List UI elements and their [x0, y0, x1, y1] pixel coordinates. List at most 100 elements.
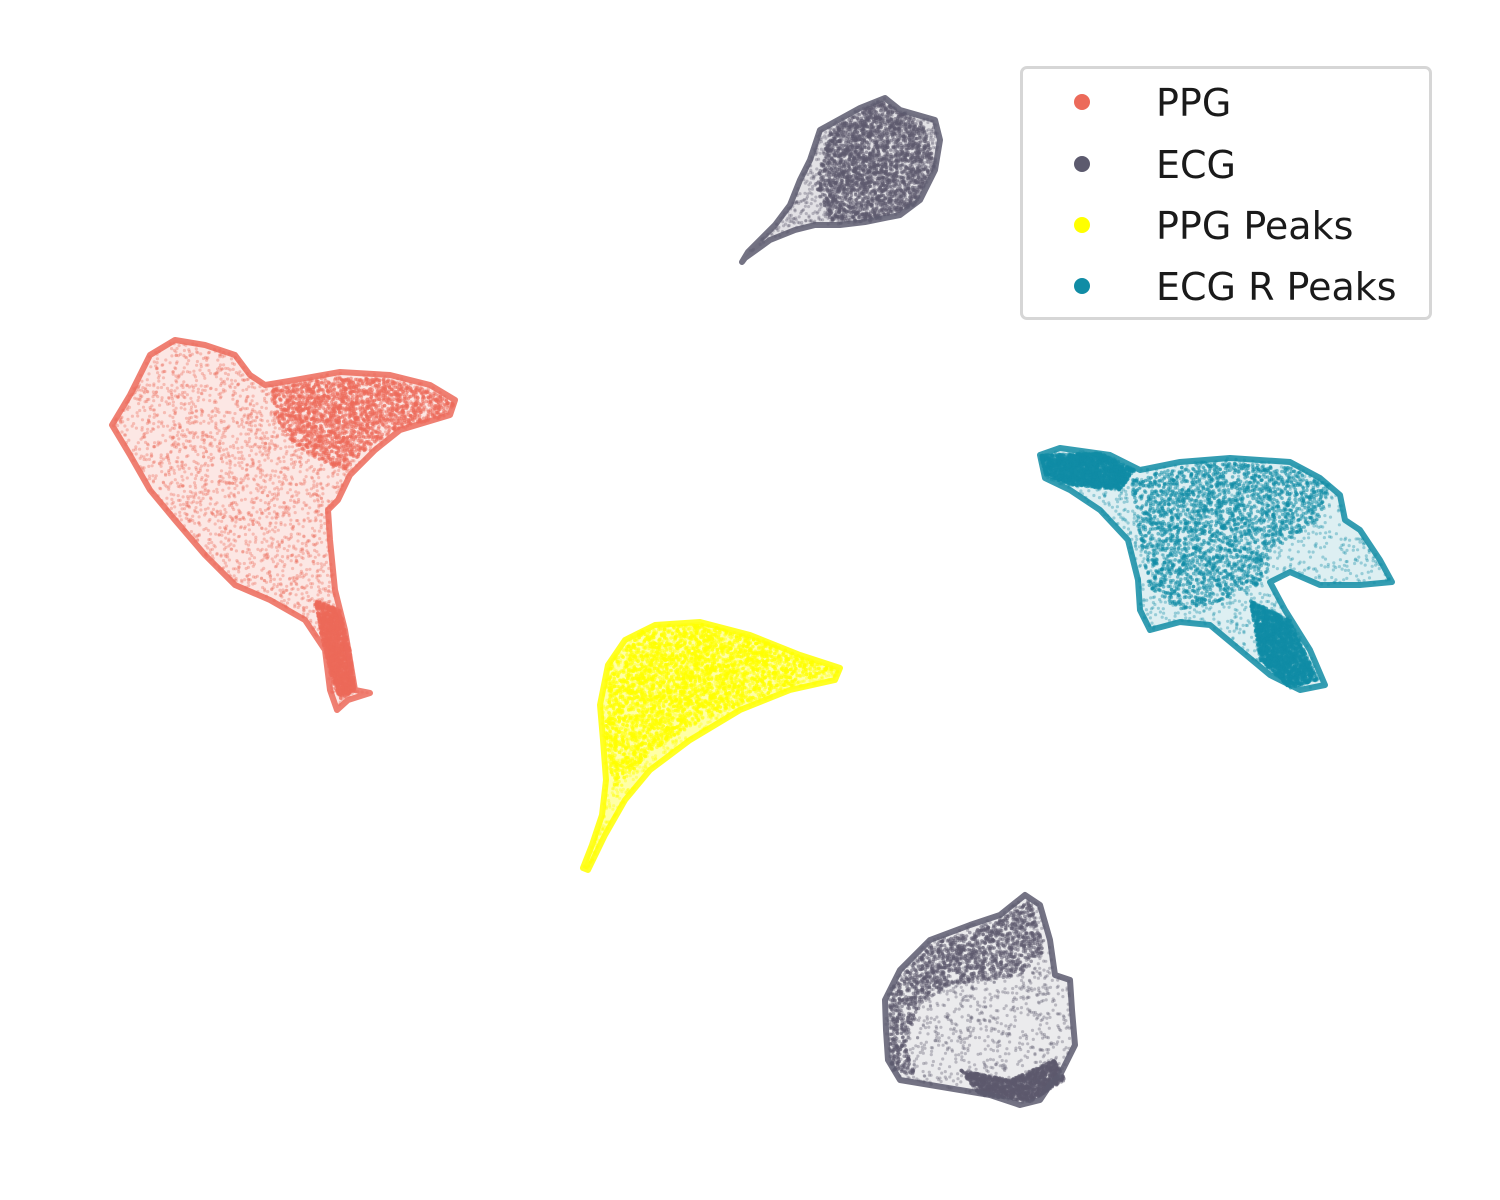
ppg-point: [171, 466, 174, 469]
ppg-point: [219, 384, 222, 387]
ppg-point: [310, 428, 314, 432]
ppg-point: [307, 512, 310, 515]
ppg-point: [216, 491, 219, 494]
ppg-point: [289, 592, 292, 595]
ppg-point: [268, 423, 271, 426]
ppg-point: [282, 394, 286, 398]
ppg-point: [182, 386, 185, 389]
ppg-point: [268, 512, 271, 515]
ppg-point: [178, 344, 181, 347]
ppg-point: [358, 384, 362, 388]
ppg-point: [282, 456, 285, 459]
ppg-point: [280, 404, 284, 408]
ppg-point: [223, 420, 226, 423]
ppg-point: [249, 491, 252, 494]
ppg-point: [243, 562, 246, 565]
ppg-point: [329, 458, 333, 462]
ppg-point: [234, 464, 237, 467]
ppg-point: [175, 347, 178, 350]
ppg-point: [178, 511, 181, 514]
ppg-point: [343, 417, 347, 421]
ppg-point: [151, 474, 154, 477]
ppg-point: [340, 401, 344, 405]
ppg-point: [225, 411, 228, 414]
ppg-point: [344, 451, 348, 455]
ppg-point: [266, 420, 269, 423]
ppg-point: [303, 518, 306, 521]
ppg-point: [214, 414, 217, 417]
ppg-point: [255, 416, 258, 419]
ppg-point: [288, 577, 291, 580]
ppg-point: [295, 593, 298, 596]
ppg-point: [297, 418, 301, 422]
ppg-point: [292, 525, 295, 528]
ppg-point: [198, 523, 201, 526]
ppg-point: [133, 397, 136, 400]
ppg-point: [317, 579, 320, 582]
ppg-point: [375, 436, 379, 440]
ppg-point: [292, 587, 295, 590]
ppg-point: [229, 445, 232, 448]
ppg-point: [328, 445, 332, 449]
ppg-point: [193, 522, 196, 525]
ppg-point: [172, 501, 175, 504]
ppg-point: [291, 432, 295, 436]
ppg-point: [255, 453, 258, 456]
ppg-point: [231, 454, 234, 457]
ppg-point: [278, 427, 281, 430]
ppg-point: [160, 399, 163, 402]
ppg-point: [319, 412, 323, 416]
ppg-point: [306, 400, 310, 404]
ppg-point: [291, 567, 294, 570]
ppg-point: [300, 556, 303, 559]
ppg-point: [172, 373, 175, 376]
ppg-point: [427, 413, 431, 417]
ppg-point: [370, 435, 374, 439]
ppg-point: [184, 402, 187, 405]
ppg-point: [150, 455, 153, 458]
ppg-point: [369, 387, 373, 391]
ppg-point: [270, 587, 273, 590]
ppg-point: [178, 422, 181, 425]
ppg-point: [283, 439, 286, 442]
ppg-point: [218, 366, 221, 369]
ppg-point: [187, 520, 190, 523]
ppg-point: [275, 388, 279, 392]
ppg-point: [333, 409, 337, 413]
ppg-point: [203, 489, 206, 492]
ppg-point: [323, 532, 326, 535]
ppg-point: [221, 489, 224, 492]
ppg-point: [212, 490, 215, 493]
ppg-point: [408, 386, 412, 390]
ppg-point: [311, 582, 314, 585]
ppg-point: [320, 497, 323, 500]
ppg-point: [124, 434, 127, 437]
ppg-point: [383, 404, 387, 408]
ppg-point: [305, 591, 308, 594]
ppg-point: [293, 415, 297, 419]
ppg-point: [338, 462, 342, 466]
ppg-point: [307, 578, 310, 581]
ppg-point: [289, 424, 293, 428]
ppg-point: [248, 540, 251, 543]
ppg-point: [326, 394, 330, 398]
ppg-point: [160, 453, 163, 456]
ppg-point: [241, 378, 244, 381]
ppg-point: [160, 465, 163, 468]
ppg-point: [287, 512, 290, 515]
ppg-point: [194, 506, 197, 509]
ppg-point: [355, 378, 359, 382]
ppg-point: [146, 431, 149, 434]
ppg-point: [312, 535, 315, 538]
ppg-point: [295, 519, 298, 522]
ppg-point: [326, 574, 329, 577]
ppg-point: [235, 559, 238, 562]
ppg-point: [235, 477, 238, 480]
ppg-point: [157, 420, 160, 423]
ppg-point: [240, 477, 243, 480]
ppg-point: [239, 432, 242, 435]
ppg-point: [278, 480, 281, 483]
ppg-point: [287, 598, 290, 601]
ppg-point: [274, 470, 277, 473]
ppg-point: [186, 393, 189, 396]
